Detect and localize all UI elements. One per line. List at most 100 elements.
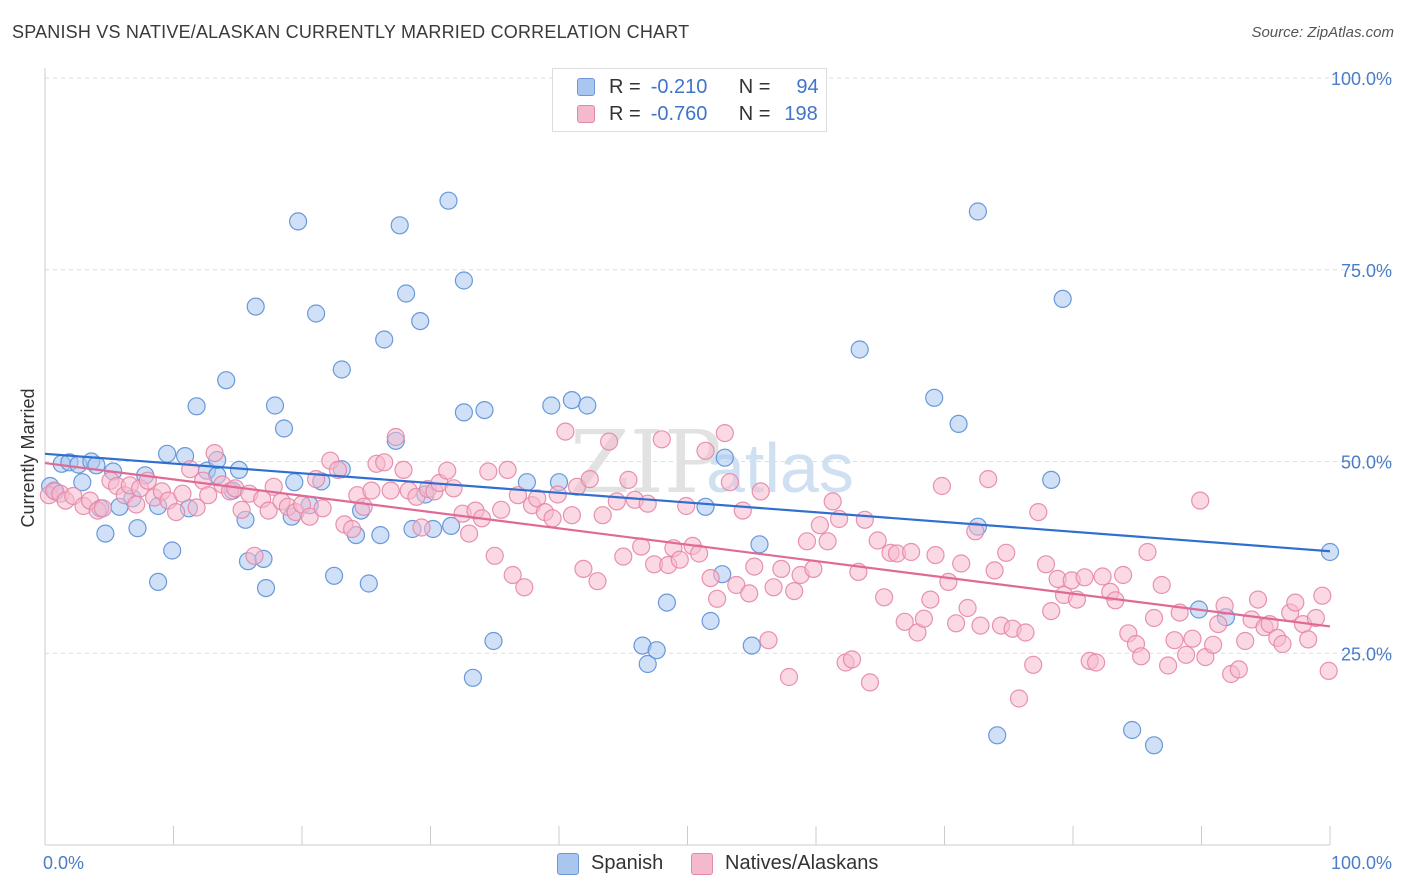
natives-point	[593, 506, 612, 525]
natives-point	[93, 499, 112, 518]
natives-point	[670, 550, 689, 569]
natives-point	[199, 486, 218, 505]
y-axis-label: Currently Married	[18, 388, 38, 527]
chart-title: SPANISH VS NATIVE/ALASKAN CURRENTLY MARR…	[12, 22, 690, 42]
natives-point	[1075, 568, 1094, 587]
natives-point	[823, 492, 842, 511]
spanish-point	[390, 216, 409, 235]
natives-point	[167, 502, 186, 522]
x-tick-label: 100.0%	[1331, 853, 1392, 873]
natives-point	[232, 500, 251, 519]
legend-label-spanish: Spanish	[591, 852, 664, 874]
spanish-point	[968, 202, 988, 221]
natives-point	[492, 500, 511, 519]
natives-point	[503, 565, 522, 585]
legend-swatch-spanish	[557, 852, 579, 875]
natives-point	[614, 547, 633, 566]
natives-point	[438, 461, 457, 480]
natives-point	[556, 422, 575, 441]
trend-lines	[44, 452, 1331, 628]
legend-swatch-natives	[577, 105, 595, 123]
natives-point	[759, 631, 778, 650]
spanish-point	[657, 593, 677, 612]
natives-point	[187, 498, 206, 517]
natives-point	[515, 578, 534, 597]
natives-point	[1248, 590, 1268, 609]
spanish-point	[187, 397, 206, 416]
natives-point	[1165, 631, 1184, 650]
natives-point	[1138, 542, 1157, 562]
natives-point	[1144, 608, 1164, 628]
natives-point	[362, 481, 381, 500]
spanish-point	[265, 396, 285, 415]
natives-point	[1009, 689, 1029, 708]
y-tick-label: 100.0%	[1331, 69, 1392, 89]
natives-point	[543, 509, 562, 528]
natives-point	[1313, 586, 1332, 605]
y-tick-label: 25.0%	[1341, 644, 1392, 664]
spanish-point	[73, 473, 92, 492]
spanish-point	[949, 414, 968, 433]
natives-trend-line	[44, 461, 1331, 628]
natives-point	[696, 441, 715, 460]
natives-point	[727, 575, 746, 595]
natives-point	[946, 614, 966, 633]
spanish-point	[442, 516, 461, 536]
natives-point	[689, 544, 709, 563]
natives-point	[1158, 656, 1178, 675]
spanish-point	[289, 212, 308, 231]
natives-point	[205, 444, 224, 463]
natives-point	[772, 559, 791, 579]
y-tick-label: 75.0%	[1341, 261, 1392, 281]
natives-point	[1319, 661, 1338, 681]
spanish-point	[1144, 736, 1164, 755]
legend-n-label: N =	[738, 102, 771, 125]
natives-point	[599, 432, 619, 451]
legend-item-natives[interactable]: Natives/Alaskans	[691, 852, 878, 875]
natives-point	[939, 572, 958, 592]
natives-point	[677, 496, 696, 516]
legend-item-spanish[interactable]: Spanish	[557, 852, 663, 875]
spanish-point	[647, 641, 666, 660]
natives-point	[733, 501, 752, 520]
spanish-point	[1320, 542, 1340, 562]
series-legend: Spanish Natives/Alaskans	[0, 852, 1406, 878]
spanish-point	[274, 419, 294, 438]
spanish-point	[149, 572, 168, 592]
natives-point	[562, 506, 582, 525]
natives-point	[720, 473, 740, 492]
legend-n-value: 198	[784, 102, 818, 125]
natives-point	[479, 462, 498, 481]
spanish-point	[1053, 289, 1072, 308]
natives-point	[528, 489, 547, 508]
natives-point	[932, 476, 952, 496]
natives-point	[1086, 653, 1106, 672]
legend-row-spanish: R = -0.210 N = 94	[577, 74, 819, 100]
spanish-point	[359, 574, 378, 593]
legend-swatch-natives	[691, 852, 713, 875]
natives-point	[952, 554, 971, 573]
natives-point	[375, 453, 394, 472]
natives-point	[707, 589, 727, 608]
natives-point	[619, 470, 638, 489]
spanish-point	[742, 636, 761, 655]
natives-point	[895, 612, 914, 631]
natives-point	[245, 546, 264, 565]
spanish-point	[542, 396, 561, 415]
natives-point	[1191, 491, 1210, 510]
natives-point	[607, 492, 626, 511]
natives-point	[701, 568, 720, 588]
spanish-point	[638, 654, 657, 674]
natives-point	[1203, 635, 1223, 654]
y-tick-label: 50.0%	[1341, 453, 1392, 473]
spanish-point	[256, 578, 276, 598]
natives-point	[842, 650, 862, 669]
natives-point	[914, 609, 934, 628]
natives-point	[926, 545, 945, 565]
natives-point	[498, 460, 517, 479]
natives-point	[1016, 623, 1035, 642]
axes	[44, 68, 1331, 846]
natives-point	[485, 546, 504, 565]
spanish-point	[128, 519, 147, 538]
